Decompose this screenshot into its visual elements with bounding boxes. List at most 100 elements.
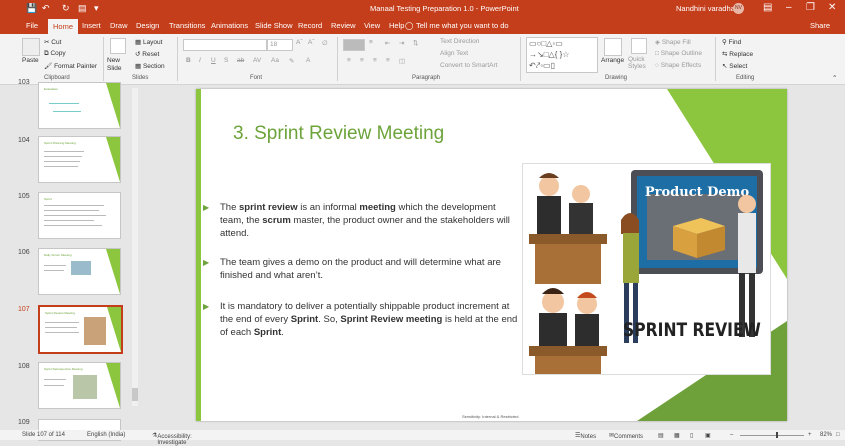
save-icon[interactable]: 💾 bbox=[26, 3, 38, 13]
shape-fill-button[interactable]: ◈ Shape Fill bbox=[655, 39, 691, 46]
slide-thumbnail-104[interactable]: Sprint Planning Meeting bbox=[38, 136, 121, 183]
tab-transitions[interactable]: Transitions bbox=[169, 21, 206, 30]
tab-slide-show[interactable]: Slide Show bbox=[255, 21, 293, 30]
strikethrough-icon[interactable]: ab bbox=[237, 57, 245, 64]
align-left-icon[interactable]: ≡ bbox=[347, 57, 351, 64]
tab-design[interactable]: Design bbox=[136, 21, 160, 30]
slide-thumbnail-105[interactable]: Sprint bbox=[38, 192, 121, 239]
line-spacing-icon[interactable]: ⇅ bbox=[413, 40, 419, 47]
decrease-indent-icon[interactable]: ⇤ bbox=[385, 40, 391, 47]
thumbnail-scrollbar[interactable] bbox=[132, 88, 138, 406]
highlight-icon[interactable]: ✎ bbox=[289, 58, 295, 65]
replace-button[interactable]: ⇆ Replace bbox=[722, 51, 754, 58]
font-color-icon[interactable]: A bbox=[306, 57, 311, 64]
align-text-button[interactable]: Align Text bbox=[440, 50, 469, 57]
normal-view-icon[interactable]: ▤ bbox=[658, 433, 664, 439]
slide-title[interactable]: 3. Sprint Review Meeting bbox=[233, 123, 445, 144]
ribbon-display-icon[interactable]: ▤ bbox=[763, 2, 773, 13]
comments-button[interactable]: ✉ Comments bbox=[609, 433, 644, 440]
user-name[interactable]: Nandhini varadhan bbox=[676, 4, 739, 13]
section-button[interactable]: ▦ Section bbox=[135, 63, 165, 70]
character-spacing-icon[interactable]: AV bbox=[253, 57, 262, 64]
increase-indent-icon[interactable]: ⇥ bbox=[399, 40, 405, 47]
slide-thumbnail-103[interactable]: Evaluation bbox=[38, 82, 121, 129]
cut-button[interactable]: ✂ Cut bbox=[44, 39, 62, 46]
tab-home[interactable]: Home bbox=[48, 19, 79, 34]
align-center-icon[interactable]: ≡ bbox=[360, 57, 364, 64]
close-icon[interactable]: ✕ bbox=[828, 2, 837, 13]
tab-record[interactable]: Record bbox=[298, 21, 323, 30]
zoom-level[interactable]: 82% bbox=[820, 432, 833, 438]
bullet-2[interactable]: ▶ The team gives a demo on the product a… bbox=[203, 256, 520, 282]
change-case-icon[interactable]: Aa bbox=[271, 57, 279, 64]
quick-styles-icon[interactable] bbox=[631, 38, 647, 54]
tab-animations[interactable]: Animations bbox=[211, 21, 249, 30]
arrange-button[interactable]: Arrange bbox=[601, 57, 625, 64]
copy-button[interactable]: ⧉ Copy bbox=[44, 50, 66, 57]
maximize-icon[interactable]: ❐ bbox=[806, 2, 815, 13]
zoom-out-icon[interactable]: – bbox=[730, 432, 734, 438]
share-button[interactable]: Share bbox=[810, 21, 831, 30]
language-indicator[interactable]: English (India) bbox=[87, 432, 126, 438]
reading-view-icon[interactable]: ▯ bbox=[690, 433, 694, 439]
tab-file[interactable]: File bbox=[26, 21, 39, 30]
find-button[interactable]: ⚲ Find bbox=[722, 39, 742, 46]
tab-insert[interactable]: Insert bbox=[82, 21, 101, 30]
quick-styles-button[interactable]: Quick Styles bbox=[628, 56, 646, 70]
shape-outline-button[interactable]: □ Shape Outline bbox=[655, 50, 702, 57]
new-slide-icon[interactable] bbox=[110, 38, 126, 54]
justify-icon[interactable]: ≡ bbox=[386, 57, 390, 64]
paste-button[interactable]: Paste bbox=[22, 57, 39, 64]
paste-icon[interactable] bbox=[22, 38, 40, 56]
convert-smartart-button[interactable]: Convert to SmartArt bbox=[440, 62, 498, 69]
bullet-3[interactable]: ▶ It is mandatory to deliver a potential… bbox=[203, 300, 520, 339]
slide-canvas[interactable]: 3. Sprint Review Meeting ▶ The sprint re… bbox=[196, 89, 787, 421]
present-icon[interactable]: ▤ bbox=[78, 3, 87, 13]
layout-button[interactable]: ▦ Layout bbox=[135, 39, 163, 46]
reset-button[interactable]: ↺ Reset bbox=[135, 51, 160, 58]
bullet-1[interactable]: ▶ The sprint review is an informal meeti… bbox=[203, 201, 520, 240]
redo-icon[interactable]: ↻ bbox=[62, 3, 70, 13]
shapes-gallery[interactable]: ▭○□△◦▭ →↘□△{ }☆ ↶⤤◦▭▯ bbox=[526, 37, 598, 73]
tab-review[interactable]: Review bbox=[331, 21, 356, 30]
slide-thumbnail-106[interactable]: Daily Scrum Meeting bbox=[38, 248, 121, 295]
sprint-review-illustration[interactable]: Product Demo bbox=[522, 163, 771, 375]
shape-effects-button[interactable]: ○ Shape Effects bbox=[655, 62, 702, 69]
zoom-in-icon[interactable]: + bbox=[808, 432, 812, 438]
tell-me-search[interactable]: Tell me what you want to do bbox=[416, 21, 509, 30]
grow-font-icon[interactable]: Aˆ bbox=[296, 39, 303, 46]
underline-icon[interactable]: U bbox=[211, 57, 216, 64]
tab-view[interactable]: View bbox=[364, 21, 381, 30]
italic-icon[interactable]: I bbox=[199, 57, 201, 64]
zoom-slider-thumb[interactable] bbox=[776, 432, 778, 438]
customize-qat-icon[interactable]: ▾ bbox=[94, 3, 99, 13]
bold-icon[interactable]: B bbox=[186, 57, 191, 64]
tab-draw[interactable]: Draw bbox=[110, 21, 128, 30]
tab-help[interactable]: Help bbox=[389, 21, 405, 30]
accessibility-status[interactable]: ⚗ Accessibility: Investigate bbox=[152, 433, 192, 446]
scrollbar-thumb[interactable] bbox=[132, 388, 138, 401]
slide-thumbnail-107[interactable]: Sprint Review Meeting bbox=[38, 305, 123, 354]
columns-icon[interactable]: ◫ bbox=[399, 58, 406, 65]
arrange-icon[interactable] bbox=[604, 38, 622, 56]
zoom-slider[interactable] bbox=[740, 435, 804, 436]
select-button[interactable]: ↖ Select bbox=[722, 63, 748, 70]
font-name-box[interactable] bbox=[183, 39, 267, 51]
new-slide-button[interactable]: New Slide bbox=[107, 57, 122, 72]
undo-icon[interactable]: ↶ bbox=[42, 3, 50, 13]
bullets-icon[interactable] bbox=[343, 39, 365, 51]
numbering-icon[interactable]: ≡ bbox=[369, 39, 373, 46]
slideshow-view-icon[interactable]: ▣ bbox=[705, 433, 711, 439]
avatar[interactable]: NV bbox=[733, 3, 744, 14]
format-painter-button[interactable]: 🖌 Format Painter bbox=[44, 63, 98, 70]
minimize-icon[interactable]: – bbox=[786, 2, 792, 13]
collapse-ribbon-icon[interactable]: ⌃ bbox=[832, 75, 838, 82]
notes-button[interactable]: ☰ Notes bbox=[575, 433, 597, 440]
align-right-icon[interactable]: ≡ bbox=[373, 57, 377, 64]
shrink-font-icon[interactable]: Aˇ bbox=[308, 39, 315, 46]
text-direction-button[interactable]: Text Direction bbox=[440, 38, 480, 45]
fit-slide-icon[interactable]: □ bbox=[836, 432, 840, 438]
clear-formatting-icon[interactable]: ∅ bbox=[322, 40, 328, 47]
slide-sorter-icon[interactable]: ▦ bbox=[674, 433, 680, 439]
font-size-box[interactable]: 18 bbox=[267, 39, 293, 51]
